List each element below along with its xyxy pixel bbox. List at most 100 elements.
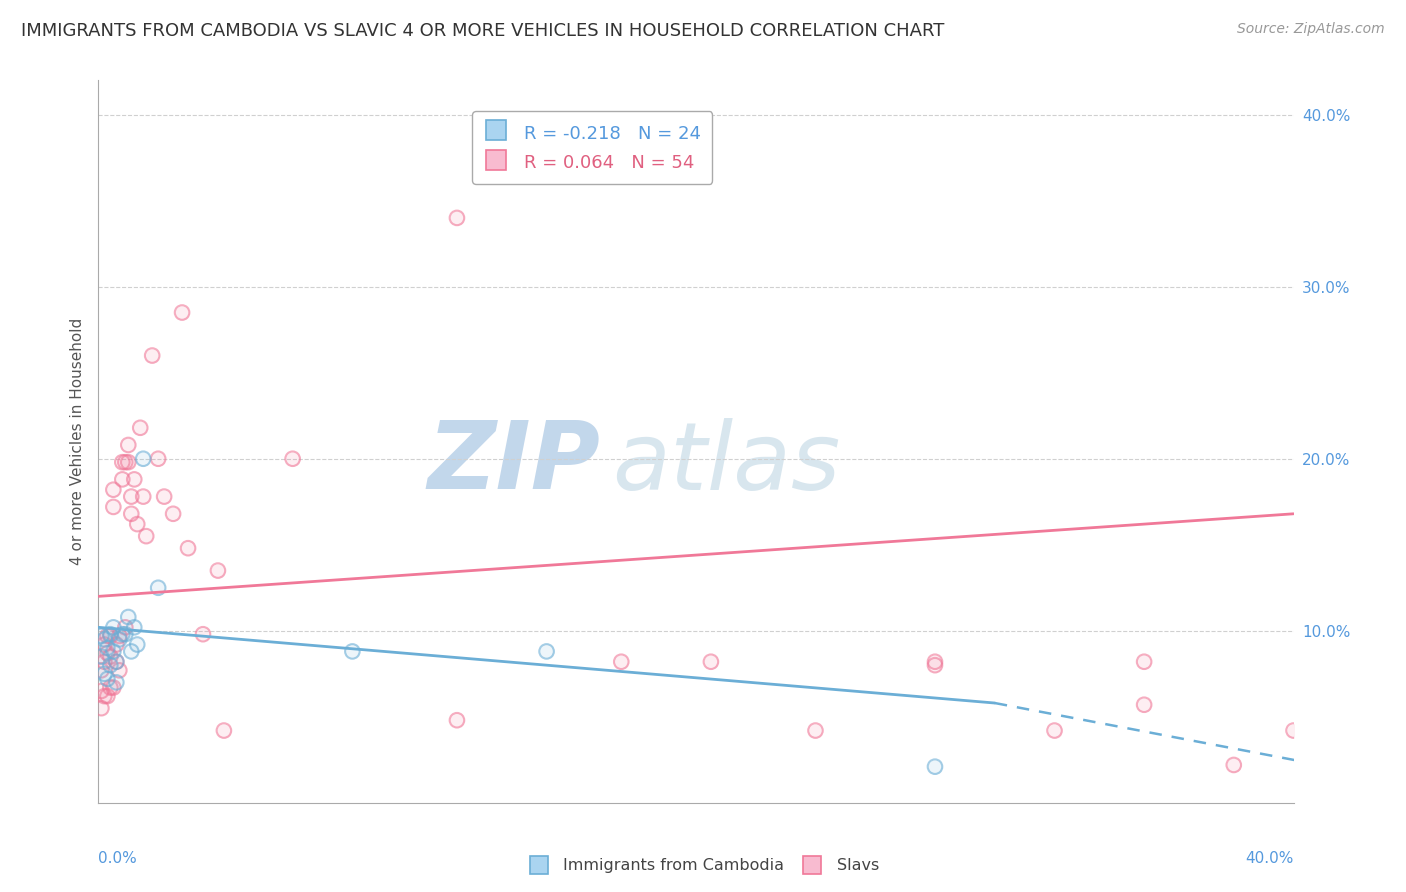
Point	[1282, 723, 1305, 738]
Point	[93, 655, 115, 669]
Point	[103, 644, 125, 658]
Point	[108, 629, 131, 643]
Point	[108, 632, 131, 647]
Point	[93, 632, 115, 647]
Point	[90, 664, 112, 678]
Point	[98, 627, 122, 641]
Point	[111, 455, 134, 469]
Point	[103, 500, 125, 514]
Point	[536, 644, 558, 658]
Point	[98, 681, 122, 695]
Point	[114, 620, 136, 634]
Point	[111, 627, 134, 641]
Point	[105, 675, 128, 690]
Point	[98, 627, 122, 641]
Point	[117, 455, 139, 469]
Legend: Immigrants from Cambodia, Slavs: Immigrants from Cambodia, Slavs	[520, 852, 886, 880]
Point	[93, 689, 115, 703]
Point	[93, 632, 115, 647]
Point	[98, 658, 122, 673]
Point	[342, 644, 364, 658]
Point	[105, 675, 128, 690]
Point	[162, 507, 184, 521]
Point	[124, 620, 146, 634]
Point	[120, 644, 142, 658]
Point	[90, 649, 112, 664]
Point	[172, 305, 194, 319]
Point	[96, 629, 118, 643]
Point	[124, 472, 146, 486]
Point	[120, 644, 142, 658]
Point	[108, 664, 131, 678]
Point	[90, 684, 112, 698]
Point	[1223, 758, 1246, 772]
Point	[1133, 698, 1156, 712]
Point	[132, 490, 155, 504]
Point	[96, 640, 118, 655]
Point	[1043, 723, 1066, 738]
Point	[114, 627, 136, 641]
Point	[446, 713, 468, 727]
Point	[114, 455, 136, 469]
Point	[124, 472, 146, 486]
Point	[103, 644, 125, 658]
Point	[924, 658, 946, 673]
Text: Source: ZipAtlas.com: Source: ZipAtlas.com	[1237, 22, 1385, 37]
Point	[177, 541, 200, 556]
Point	[120, 507, 142, 521]
Point	[700, 655, 723, 669]
Point	[924, 658, 946, 673]
Point	[148, 581, 170, 595]
Point	[103, 483, 125, 497]
Point	[132, 490, 155, 504]
Point	[342, 644, 364, 658]
Point	[124, 620, 146, 634]
Point	[93, 638, 115, 652]
Point	[177, 541, 200, 556]
Point	[93, 655, 115, 669]
Point	[191, 627, 214, 641]
Point	[1043, 723, 1066, 738]
Point	[105, 655, 128, 669]
Y-axis label: 4 or more Vehicles in Household: 4 or more Vehicles in Household	[69, 318, 84, 566]
Point	[127, 638, 149, 652]
Point	[108, 664, 131, 678]
Point	[141, 349, 163, 363]
Point	[132, 451, 155, 466]
Point	[924, 760, 946, 774]
Point	[103, 620, 125, 634]
Point	[172, 305, 194, 319]
Point	[117, 610, 139, 624]
Point	[111, 472, 134, 486]
Point	[98, 649, 122, 664]
Point	[111, 627, 134, 641]
Point	[132, 451, 155, 466]
Point	[207, 564, 229, 578]
Point	[804, 723, 827, 738]
Point	[117, 455, 139, 469]
Point	[103, 620, 125, 634]
Point	[127, 517, 149, 532]
Point	[96, 640, 118, 655]
Point	[90, 684, 112, 698]
Point	[96, 689, 118, 703]
Point	[105, 638, 128, 652]
Point	[108, 632, 131, 647]
Point	[1223, 758, 1246, 772]
Point	[148, 451, 170, 466]
Point	[98, 681, 122, 695]
Point	[120, 490, 142, 504]
Point	[148, 451, 170, 466]
Point	[446, 211, 468, 225]
Point	[111, 472, 134, 486]
Point	[93, 689, 115, 703]
Point	[103, 681, 125, 695]
Point	[924, 655, 946, 669]
Point	[90, 664, 112, 678]
Point	[93, 638, 115, 652]
Point	[96, 672, 118, 686]
Text: ZIP: ZIP	[427, 417, 600, 509]
Point	[98, 629, 122, 643]
Point	[96, 689, 118, 703]
Point	[117, 610, 139, 624]
